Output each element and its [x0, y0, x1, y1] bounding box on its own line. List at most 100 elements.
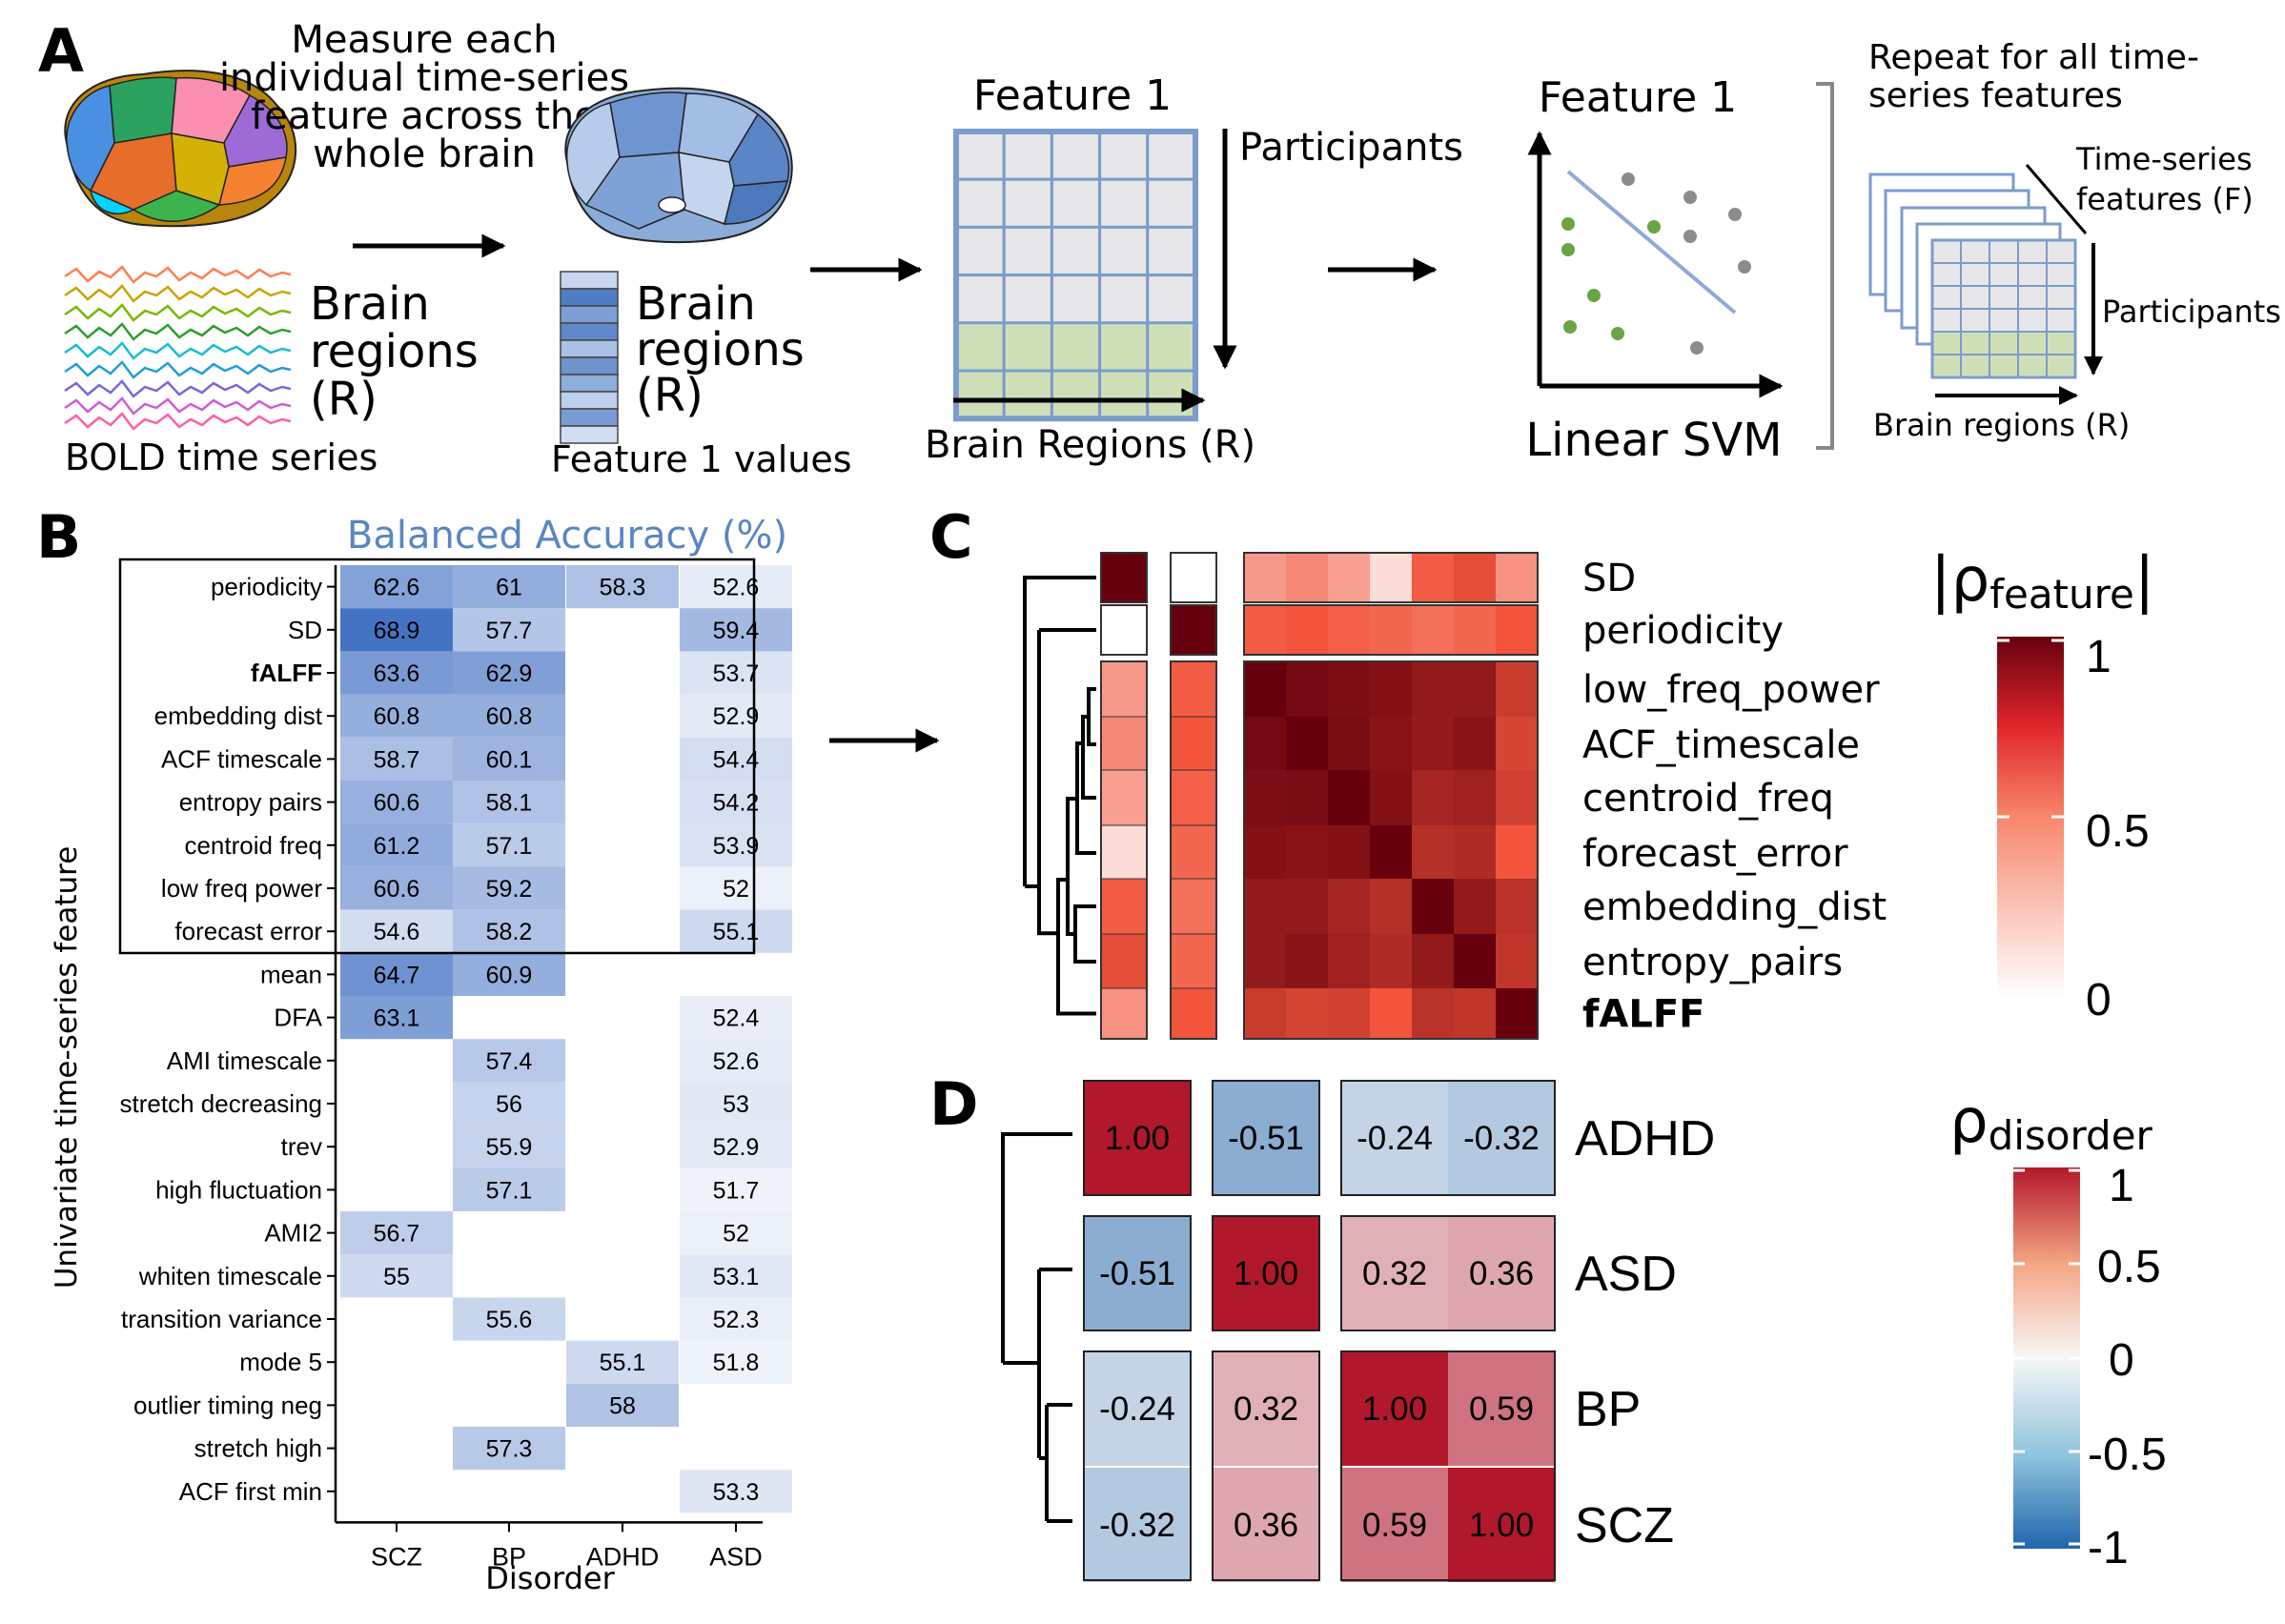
side-cell [1170, 878, 1217, 935]
corr-cell [1328, 605, 1370, 655]
corr-cell [1286, 553, 1328, 602]
accuracy-cell-label: 51.8 [713, 1350, 760, 1376]
accuracy-cell [680, 823, 792, 867]
rho-disorder-tick-0: 0 [2109, 1335, 2134, 1386]
disorder-block [1083, 1215, 1192, 1331]
corr-cell [1370, 770, 1412, 825]
accuracy-cell-label: 55 [383, 1264, 410, 1290]
panel-c: SD periodicity low_freq_power ACF_timescale… [1023, 545, 2154, 1040]
accuracy-cell-label: 52.9 [713, 703, 760, 730]
disorder-block [1340, 1350, 1556, 1581]
stack-cell [2017, 354, 2048, 378]
disorder-corr-cell [1084, 1216, 1191, 1330]
brain-regions-text-3: (R) [310, 373, 377, 426]
matrix-cell [1098, 369, 1150, 420]
matrix-cell [954, 177, 1006, 229]
measure-text-line-3: feature across the [251, 94, 598, 138]
disorder-corr-cell [1341, 1081, 1448, 1195]
top-features-box [118, 558, 756, 955]
disorder-corr-label: 0.32 [1234, 1391, 1298, 1428]
corr-cell [1370, 988, 1412, 1039]
matrix-cell [1002, 369, 1053, 420]
accuracy-cell-label: 59.4 [713, 618, 760, 644]
disorder-corr-cell [1341, 1216, 1448, 1330]
side-cell [1170, 987, 1217, 1040]
accuracy-cell-label: 53.9 [713, 833, 760, 860]
accuracy-cell [680, 1470, 792, 1513]
stack-cell [2046, 354, 2076, 378]
side-cell [1100, 604, 1148, 656]
feature-matrix [953, 129, 1198, 422]
stack-brain-regions-label: Brain regions (R) [1873, 407, 2130, 443]
matrix-cell [1050, 130, 1102, 181]
disorder-corr-cell [1213, 1351, 1319, 1466]
corr-cell [1412, 988, 1454, 1039]
panel-d-legend: ρdisorder 1 0.5 0 -0.5 -1 [1949, 1086, 2167, 1573]
stack-cell [2017, 308, 2048, 333]
feature-row-label: mode 5 [239, 1348, 322, 1376]
corr-cell [1412, 934, 1454, 989]
dendrogram-branch [1087, 687, 1096, 746]
matrix-cell [1002, 225, 1053, 277]
accuracy-cell [453, 651, 565, 695]
accuracy-cell-label: 54.6 [374, 919, 420, 945]
stack-cell [1931, 354, 1962, 378]
disorder-block [1340, 1215, 1556, 1331]
feature-row-label: low freq power [161, 874, 322, 903]
side-cell [1100, 933, 1148, 990]
corr-cell [1496, 825, 1538, 881]
ts-features-text-1: Time-series [2075, 141, 2253, 177]
matrix-cell [954, 130, 1006, 181]
accuracy-cell-label: 62.9 [486, 660, 533, 687]
corr-cell [1496, 661, 1538, 717]
repeat-bracket [1816, 82, 1834, 450]
side-cell [1100, 824, 1148, 882]
feature-row-label: SD [288, 616, 322, 644]
panel-label-c: C [929, 502, 973, 572]
corr-cell [1328, 717, 1370, 772]
disorder-row-label: ADHD [1575, 1111, 1715, 1167]
stack-cell [2017, 331, 2048, 355]
side-cell [1100, 660, 1148, 718]
side-block [1100, 660, 1148, 1040]
brain-regions-axis-label: Brain Regions (R) [925, 423, 1255, 467]
repeat-text-2: series features [1868, 76, 2123, 115]
matrix-cell [1098, 274, 1150, 325]
accuracy-cell-label: 58.1 [486, 790, 533, 817]
corr-cell [1412, 879, 1454, 934]
panel-label-a: A [38, 16, 84, 86]
corr-cell [1286, 717, 1328, 772]
accuracy-cell-label: 55.1 [600, 1350, 646, 1376]
accuracy-cell [680, 866, 792, 910]
parcellated-brain-icon [64, 70, 296, 228]
ts-features-bracket [2025, 164, 2088, 234]
matrix-cell [1050, 225, 1102, 277]
side-block [1100, 552, 1148, 603]
panel-b: Balanced Accuracy (%) 62.6 61 58.3 52.6 peri… [50, 514, 792, 1596]
corr-cell [1412, 553, 1454, 602]
stack-front-border [1930, 238, 2077, 379]
stack-cell [2046, 262, 2076, 287]
corr-block [1243, 552, 1539, 603]
corr-cell [1370, 605, 1412, 655]
matrix-cell [1002, 274, 1053, 325]
stacked-feature-matrices [1868, 173, 2077, 379]
accuracy-cell [453, 1082, 565, 1126]
feature-dendrogram [1023, 576, 1096, 1016]
matrix-cell [954, 274, 1006, 325]
disorder-corr-label: 0.36 [1234, 1507, 1298, 1544]
matrix-cell [1050, 321, 1102, 373]
dendrogram-branch [1025, 630, 1041, 888]
accuracy-cell [680, 1254, 792, 1298]
feature-row-label: stretch decreasing [120, 1089, 322, 1118]
accuracy-cell [453, 694, 565, 738]
stack-cell [2017, 262, 2048, 287]
corr-cell [1412, 770, 1454, 825]
stack-cell [1931, 239, 1962, 264]
corr-cell [1496, 934, 1538, 989]
accuracy-cell-label: 52 [723, 876, 749, 903]
svm-title: Feature 1 [1539, 73, 1737, 122]
corr-cell [1412, 825, 1454, 881]
accuracy-cell-label: 53.7 [713, 660, 760, 687]
